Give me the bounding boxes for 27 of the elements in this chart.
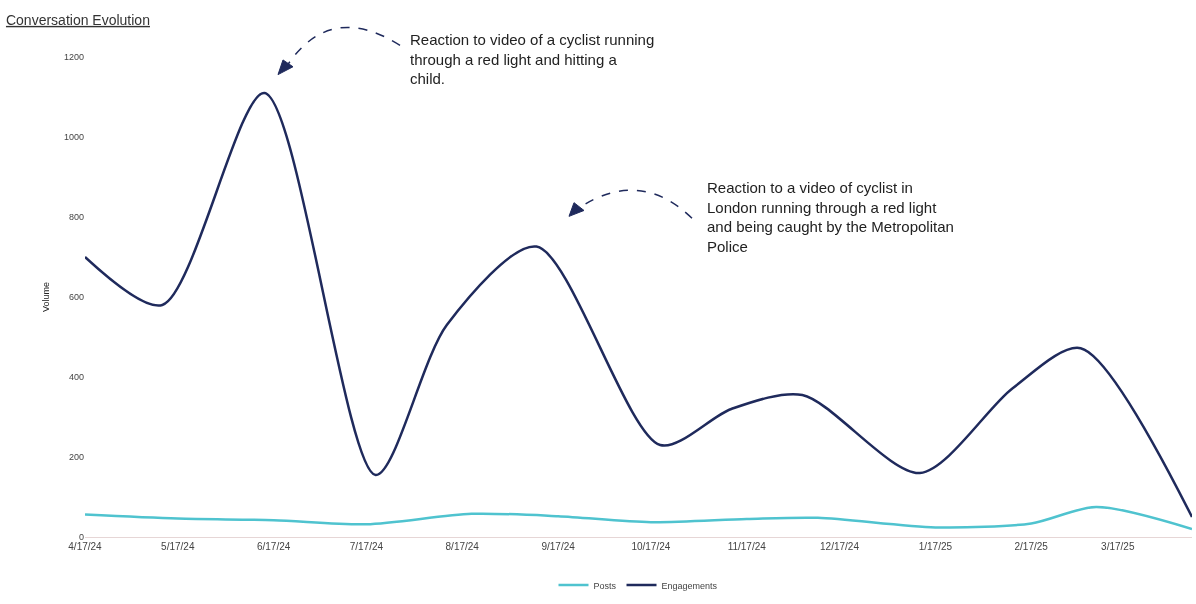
- x-tick-label: 10/17/24: [631, 541, 671, 552]
- x-tick-label: 8/17/24: [445, 541, 480, 552]
- chart-title: Conversation Evolution: [5, 11, 150, 28]
- y-tick-label: 1200: [63, 52, 84, 63]
- x-tick-label: 3/17/25: [1101, 541, 1135, 552]
- x-tick-label: 9/17/24: [541, 541, 576, 552]
- x-tick-label: 5/17/24: [161, 541, 195, 552]
- x-tick-label: 11/17/24: [727, 541, 767, 552]
- y-tick-label: 800: [68, 212, 84, 223]
- x-tick-label: 4/17/24: [68, 541, 103, 552]
- line-series: [85, 91, 1192, 519]
- x-tick-label: 12/17/24: [820, 541, 860, 552]
- y-tick-label: 600: [68, 292, 84, 303]
- y-tick-label: 0: [78, 532, 84, 543]
- y-tick-label: 1000: [63, 132, 84, 143]
- x-tick-label: 1/17/25: [918, 541, 953, 552]
- x-tick-label: 2/17/25: [1014, 541, 1049, 552]
- y-tick-label: 400: [68, 372, 84, 383]
- x-tick-label: 7/17/24: [349, 541, 384, 552]
- y-axis-title: Volume: [41, 281, 52, 313]
- line-series: [85, 505, 1192, 531]
- y-tick-label: 200: [68, 452, 84, 463]
- annotation: Reaction to video of a cyclist running through a red light and hitting a child.: [410, 31, 655, 87]
- annotation: Reaction to a video of cyclist in London running through a red light and being caught by the Metropolitan Police: [707, 179, 954, 255]
- x-tick-label: 6/17/24: [256, 541, 291, 552]
- legend-label: Posts: [593, 580, 617, 591]
- legend-label: Engagements: [661, 580, 718, 591]
